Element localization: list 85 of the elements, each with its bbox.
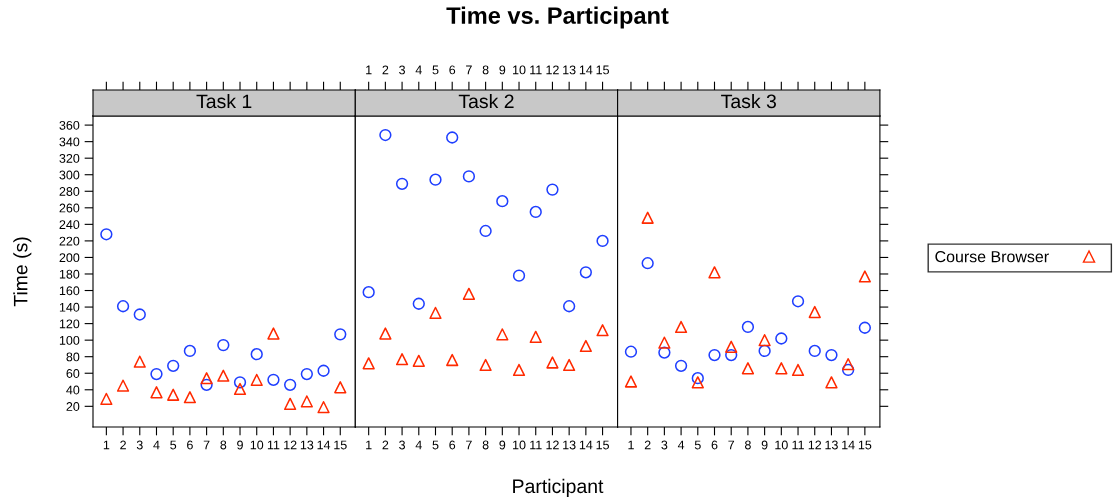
y-axis-title: Time (s) — [13, 237, 32, 307]
x-tick-label: 7 — [203, 440, 210, 450]
x-tick-label: 12 — [808, 440, 822, 450]
x2-tick-label: 7 — [466, 65, 472, 75]
x2-tick-label: 11 — [530, 65, 542, 75]
x-tick-label: 14 — [579, 440, 593, 450]
x-axis-title: Participant — [513, 478, 604, 497]
x2-tick-label: 15 — [596, 65, 609, 75]
y-tick-label: 320 — [59, 153, 80, 163]
x-tick-label: 14 — [317, 440, 331, 450]
chart-subtitle: Task 2 — [458, 93, 514, 109]
x-tick-label: 15 — [596, 440, 609, 450]
x-tick-label: 4 — [677, 440, 685, 450]
x-tick-label: 10 — [513, 440, 526, 450]
x-tick-label: 5 — [170, 440, 177, 450]
x-tick-label: 14 — [842, 440, 855, 450]
y-tick-label: 80 — [66, 352, 80, 362]
x-tick-label: 10 — [775, 440, 788, 450]
x2-tick-label: 13 — [563, 65, 576, 75]
x-tick-label: 13 — [300, 440, 314, 450]
x-tick-label: 10 — [250, 440, 264, 450]
x-tick-label: 5 — [694, 440, 701, 450]
x2-tick-label: 9 — [499, 65, 506, 75]
x-tick-label: 1 — [103, 440, 110, 450]
y-tick-label: 120 — [59, 319, 80, 329]
x-tick-label: 2 — [382, 440, 389, 450]
x2-tick-label: 1 — [366, 65, 372, 75]
x2-tick-label: 10 — [513, 65, 526, 75]
x2-tick-label: 3 — [399, 65, 406, 75]
y-tick-label: 60 — [66, 369, 80, 378]
x-tick-label: 12 — [546, 440, 559, 450]
y-tick-label: 160 — [59, 286, 80, 296]
x-tick-label: 1 — [366, 440, 372, 450]
x2-tick-label: 5 — [432, 65, 439, 75]
y-tick-label: 340 — [59, 137, 80, 147]
x-tick-label: 9 — [237, 440, 243, 450]
x2-tick-label: 6 — [449, 65, 456, 75]
x-tick-label: 11 — [267, 440, 280, 450]
y-tick-label: 100 — [59, 335, 80, 345]
y-tick-label: 240 — [59, 220, 80, 230]
x-tick-label: 5 — [432, 440, 439, 450]
x-tick-label: 8 — [482, 440, 489, 450]
chart-subtitle: Task 1 — [196, 93, 252, 109]
x-tick-label: 4 — [415, 440, 422, 450]
x-tick-label: 13 — [825, 440, 838, 450]
y-tick-label: 280 — [59, 187, 80, 196]
x-tick-label: 8 — [744, 440, 751, 450]
y-tick-label: 140 — [59, 302, 80, 312]
x-tick-label: 1 — [628, 440, 634, 450]
x-tick-label: 6 — [187, 440, 193, 450]
x-tick-label: 2 — [644, 440, 651, 450]
x-tick-label: 6 — [449, 440, 456, 450]
x-tick-label: 6 — [711, 440, 718, 450]
chart-subtitle: Task 3 — [721, 93, 776, 109]
x2-tick-label: 4 — [415, 65, 422, 75]
x-tick-label: 2 — [120, 440, 126, 450]
x-tick-label: 11 — [530, 440, 542, 450]
x-tick-label: 8 — [220, 440, 227, 450]
y-tick-label: 200 — [59, 253, 80, 263]
x-tick-label: 3 — [136, 440, 143, 450]
x-tick-label: 11 — [792, 440, 804, 450]
x2-tick-label: 2 — [382, 65, 389, 75]
x-tick-label: 9 — [761, 440, 768, 450]
x2-tick-label: 12 — [546, 65, 559, 75]
x-tick-label: 15 — [858, 440, 872, 450]
x-tick-label: 7 — [466, 440, 472, 450]
x2-tick-label: 8 — [482, 65, 489, 75]
x-tick-label: 15 — [334, 440, 347, 450]
x-tick-label: 3 — [661, 440, 668, 450]
x-tick-label: 7 — [728, 440, 735, 450]
y-tick-label: 180 — [59, 269, 80, 279]
y-tick-label: 220 — [59, 236, 80, 246]
x2-tick-label: 14 — [579, 65, 593, 75]
chart-title: Time vs. Participant — [446, 6, 669, 29]
x-tick-label: 3 — [399, 440, 406, 450]
x-tick-label: 13 — [563, 440, 576, 450]
y-tick-label: 40 — [66, 385, 80, 395]
legend-label: Course Browser — [935, 250, 1049, 263]
y-tick-label: 20 — [66, 402, 80, 411]
x-tick-label: 9 — [499, 440, 506, 450]
y-tick-label: 360 — [59, 120, 80, 130]
y-tick-label: 260 — [59, 203, 80, 213]
x-tick-label: 12 — [284, 440, 297, 450]
x-tick-label: 4 — [153, 440, 160, 450]
y-tick-label: 300 — [59, 170, 80, 180]
